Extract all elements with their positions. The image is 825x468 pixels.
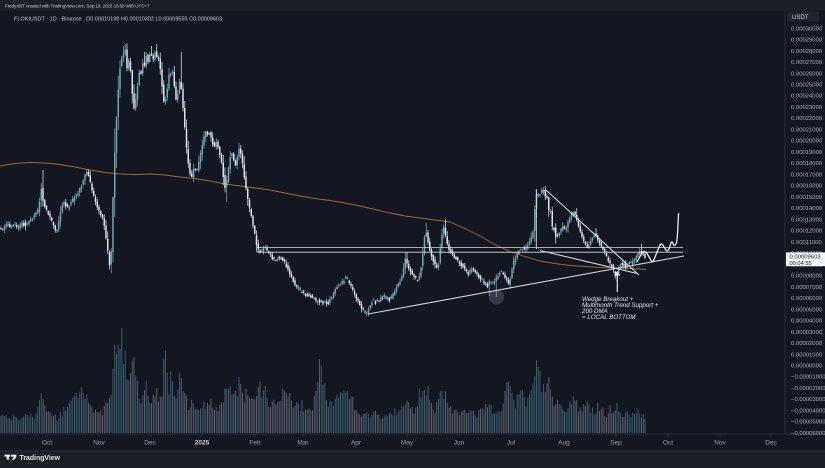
svg-text:FredyXBT created with TradingV: FredyXBT created with TradingView.com, S…	[5, 4, 150, 9]
svg-text:Oct: Oct	[42, 440, 52, 447]
svg-text:0.00021000: 0.00021000	[791, 128, 823, 134]
svg-text:0.00013000: 0.00013000	[791, 217, 823, 223]
svg-text:0.00004000: 0.00004000	[791, 319, 823, 325]
svg-text:FLOKIUSDT · 1D · Binance O0.: FLOKIUSDT · 1D · Binance O0.00010198 H0.…	[14, 17, 222, 23]
svg-text:Aug: Aug	[558, 440, 570, 447]
svg-text:−0.00004000: −0.00004000	[791, 409, 825, 415]
svg-text:0.00003000: 0.00003000	[791, 330, 823, 336]
svg-text:Multimonth Trend Support +: Multimonth Trend Support +	[582, 302, 659, 309]
svg-text:0.00029000: 0.00029000	[791, 38, 823, 44]
svg-text:0.00007000: 0.00007000	[791, 285, 823, 291]
svg-text:−0.00002000: −0.00002000	[791, 386, 825, 392]
svg-text:0.00001000: 0.00001000	[791, 352, 823, 358]
svg-text:Mar: Mar	[297, 440, 309, 447]
svg-text:= LOCAL BOTTOM: = LOCAL BOTTOM	[582, 314, 636, 321]
svg-text:0.00008000: 0.00008000	[791, 274, 823, 280]
svg-text:Oct: Oct	[663, 440, 673, 447]
svg-text:0.00025000: 0.00025000	[791, 83, 823, 89]
svg-text:0.00005000: 0.00005000	[791, 307, 823, 313]
svg-text:−0.00006000: −0.00006000	[791, 431, 825, 437]
svg-text:Nov: Nov	[93, 440, 105, 447]
svg-text:0.00000000: 0.00000000	[791, 364, 823, 370]
svg-text:May: May	[401, 440, 414, 447]
svg-text:Dec: Dec	[144, 440, 156, 447]
svg-text:0.00026000: 0.00026000	[791, 71, 823, 77]
svg-text:0.00022000: 0.00022000	[791, 116, 823, 122]
svg-text:Sep: Sep	[610, 440, 622, 447]
svg-text:0.00020000: 0.00020000	[791, 139, 823, 145]
svg-text:−0.00001000: −0.00001000	[791, 375, 825, 381]
svg-text:0.00002000: 0.00002000	[791, 341, 823, 347]
svg-text:Jun: Jun	[454, 440, 465, 447]
svg-text:0.00006000: 0.00006000	[791, 296, 823, 302]
svg-text:0.00015000: 0.00015000	[791, 195, 823, 201]
svg-text:Dec: Dec	[765, 440, 777, 447]
svg-text:0.00017000: 0.00017000	[791, 172, 823, 178]
svg-text:200 DMA: 200 DMA	[581, 308, 608, 315]
svg-text:0.00030000: 0.00030000	[791, 26, 823, 32]
svg-text:0.00019000: 0.00019000	[791, 150, 823, 156]
svg-text:0.00024000: 0.00024000	[791, 94, 823, 100]
svg-text:0.00018000: 0.00018000	[791, 161, 823, 167]
svg-text:−0.00003000: −0.00003000	[791, 397, 825, 403]
svg-text:Nov: Nov	[714, 440, 726, 447]
svg-text:00:04:55: 00:04:55	[790, 261, 812, 267]
svg-text:−0.00005000: −0.00005000	[791, 420, 825, 426]
svg-text:Apr: Apr	[351, 440, 362, 447]
svg-text:Feb: Feb	[249, 440, 261, 447]
svg-text:0.00027000: 0.00027000	[791, 60, 823, 66]
svg-text:0.00016000: 0.00016000	[791, 184, 823, 190]
svg-text:0.00012000: 0.00012000	[791, 229, 823, 235]
svg-text:0.00028000: 0.00028000	[791, 49, 823, 55]
svg-text:0.00009603: 0.00009603	[790, 255, 822, 261]
svg-text:0.00023000: 0.00023000	[791, 105, 823, 111]
svg-text:Wedge Breakout +: Wedge Breakout +	[582, 296, 634, 303]
svg-text:0.00014000: 0.00014000	[791, 206, 823, 212]
svg-text:0.00011000: 0.00011000	[791, 240, 822, 246]
svg-text:Jul: Jul	[507, 440, 516, 447]
svg-text:2025: 2025	[195, 440, 210, 447]
svg-text:TradingView: TradingView	[20, 455, 61, 462]
svg-text:USDT: USDT	[792, 15, 809, 21]
